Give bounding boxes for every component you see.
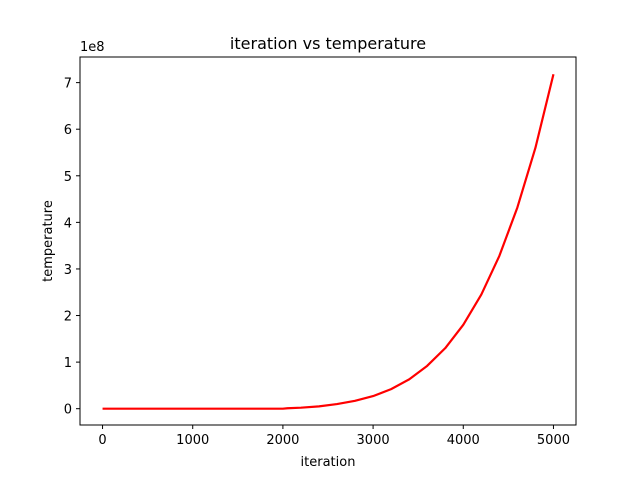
chart-title: iteration vs temperature <box>230 34 426 53</box>
y-tick-label: 2 <box>64 310 72 325</box>
plot-area <box>102 73 555 410</box>
y-tick-label: 6 <box>64 123 72 138</box>
y-offset-text: 1e8 <box>80 40 105 55</box>
y-tick-label: 1 <box>64 356 72 371</box>
ticks: 0 1000 2000 3000 4000 5000 0 1 2 3 4 5 6 7 <box>64 77 570 448</box>
x-tick-label: 4000 <box>447 433 480 448</box>
y-tick-label: 4 <box>64 216 72 231</box>
x-tick-label: 0 <box>98 433 106 448</box>
series-line-0 <box>102 73 555 410</box>
x-tick-label: 3000 <box>357 433 390 448</box>
y-tick-label: 7 <box>64 77 72 92</box>
x-tick-label: 2000 <box>266 433 299 448</box>
x-tick-label: 5000 <box>537 433 570 448</box>
y-axis-label: temperature <box>41 200 56 282</box>
y-tick-label: 3 <box>64 263 72 278</box>
y-tick-label: 5 <box>64 170 72 185</box>
x-axis-label: iteration <box>301 455 356 470</box>
axes-frame <box>79 56 577 426</box>
y-tick-label: 0 <box>64 403 72 418</box>
x-tick-label: 1000 <box>176 433 209 448</box>
